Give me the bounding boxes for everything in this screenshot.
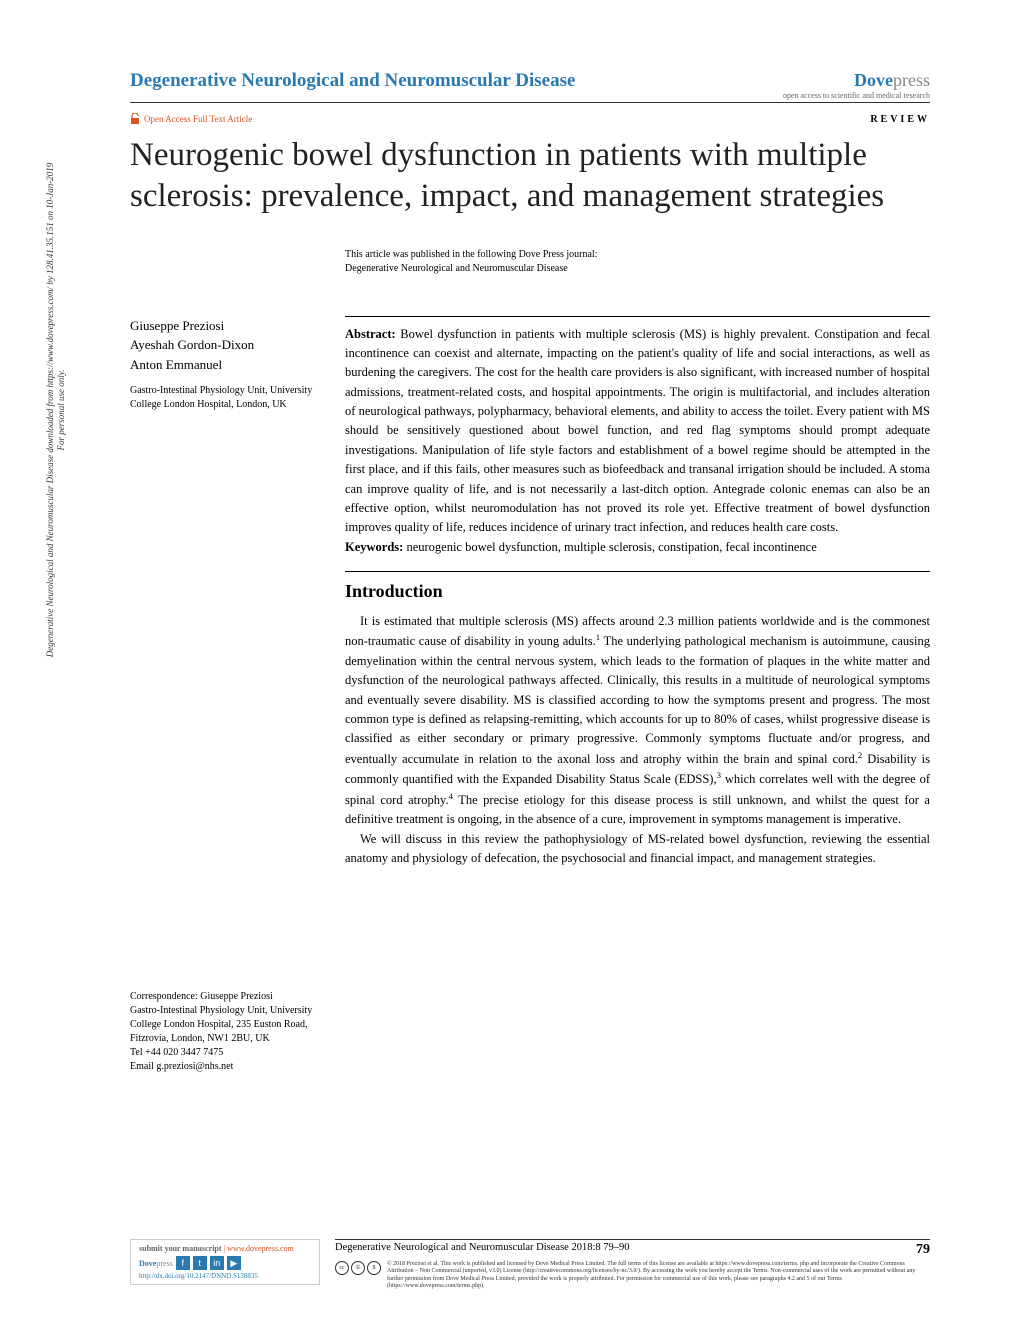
license-row: cc ① $ © 2018 Preziosi et al. This work … — [335, 1261, 930, 1290]
sub-header: Open Access Full Text Article REVIEW — [130, 113, 930, 125]
facebook-icon[interactable]: f — [176, 1256, 190, 1270]
publication-note: This article was published in the follow… — [345, 248, 930, 276]
main-columns: Giuseppe Preziosi Ayeshah Gordon-Dixon A… — [130, 316, 930, 869]
left-column: Giuseppe Preziosi Ayeshah Gordon-Dixon A… — [130, 316, 320, 869]
pub-note-line1: This article was published in the follow… — [345, 248, 930, 262]
cc-badges: cc ① $ — [335, 1261, 381, 1290]
pub-note-line2: Degenerative Neurological and Neuromuscu… — [345, 262, 930, 276]
footer-right: Degenerative Neurological and Neuromuscu… — [335, 1239, 930, 1290]
publisher-tagline: open access to scientific and medical re… — [783, 91, 930, 100]
header-row: Degenerative Neurological and Neuromuscu… — [130, 70, 930, 103]
brand-light: press — [893, 70, 930, 90]
abstract-text: Bowel dysfunction in patients with multi… — [345, 327, 930, 535]
keywords-label: Keywords: — [345, 540, 403, 554]
cc-icon: cc — [335, 1261, 349, 1275]
abstract-rule — [345, 316, 930, 317]
author-2: Ayeshah Gordon-Dixon — [130, 335, 320, 355]
footer: submit your manuscript | www.dovepress.c… — [130, 1239, 930, 1290]
affiliation: Gastro-Intestinal Physiology Unit, Unive… — [130, 384, 320, 412]
footer-brand: Dovepress — [139, 1259, 173, 1268]
author-1: Giuseppe Preziosi — [130, 316, 320, 336]
author-list: Giuseppe Preziosi Ayeshah Gordon-Dixon A… — [130, 316, 320, 375]
doi-link[interactable]: http://dx.doi.org/10.2147/DNND.S138835 — [139, 1272, 311, 1280]
intro-p1b: The underlying pathological mechanism is… — [345, 634, 930, 765]
keywords-text: neurogenic bowel dysfunction, multiple s… — [403, 540, 816, 554]
intro-paragraph-1: It is estimated that multiple sclerosis … — [345, 612, 930, 830]
citation-text: Degenerative Neurological and Neuromuscu… — [335, 1242, 630, 1258]
footer-row: submit your manuscript | www.dovepress.c… — [130, 1239, 930, 1290]
brand-bold: Dove — [854, 70, 893, 90]
article-type-label: REVIEW — [870, 114, 930, 125]
twitter-icon[interactable]: t — [193, 1256, 207, 1270]
intro-heading: Introduction — [345, 571, 930, 606]
correspondence-block: Correspondence: Giuseppe Preziosi Gastro… — [130, 990, 320, 1074]
corr-label: Correspondence: Giuseppe Preziosi — [130, 990, 320, 1004]
open-access-badge: Open Access Full Text Article — [130, 113, 252, 125]
corr-address: Gastro-Intestinal Physiology Unit, Unive… — [130, 1004, 320, 1046]
social-row: Dovepress f t in ▶ — [139, 1256, 311, 1270]
corr-email: Email g.preziosi@nhs.net — [130, 1060, 320, 1074]
publisher-block: Dovepress open access to scientific and … — [783, 70, 930, 100]
abstract-paragraph: Abstract: Bowel dysfunction in patients … — [345, 325, 930, 538]
open-access-label: Open Access Full Text Article — [144, 114, 252, 124]
footer-brand-bold: Dove — [139, 1259, 156, 1268]
footer-brand-light: press — [156, 1259, 172, 1268]
intro-paragraph-2: We will discuss in this review the patho… — [345, 830, 930, 869]
corr-tel: Tel +44 020 3447 7475 — [130, 1046, 320, 1060]
publisher-logo: Dovepress — [783, 70, 930, 91]
journal-name: Degenerative Neurological and Neuromuscu… — [130, 70, 575, 92]
keywords-paragraph: Keywords: neurogenic bowel dysfunction, … — [345, 538, 930, 557]
by-icon: ① — [351, 1261, 365, 1275]
right-column: Abstract: Bowel dysfunction in patients … — [345, 316, 930, 869]
page-container: Degenerative Neurological and Neuromuscu… — [0, 0, 1020, 1320]
abstract-label: Abstract: — [345, 327, 396, 341]
youtube-icon[interactable]: ▶ — [227, 1256, 241, 1270]
submit-box: submit your manuscript | www.dovepress.c… — [130, 1239, 320, 1285]
submit-line: submit your manuscript | www.dovepress.c… — [139, 1244, 311, 1253]
article-title: Neurogenic bowel dysfunction in patients… — [130, 135, 930, 218]
submit-url: | www.dovepress.com — [222, 1244, 294, 1253]
nc-icon: $ — [367, 1261, 381, 1275]
author-3: Anton Emmanuel — [130, 355, 320, 375]
citation-row: Degenerative Neurological and Neuromuscu… — [335, 1239, 930, 1258]
linkedin-icon[interactable]: in — [210, 1256, 224, 1270]
page-number: 79 — [916, 1242, 930, 1258]
open-lock-icon — [130, 113, 140, 125]
license-text: © 2018 Preziosi et al. This work is publ… — [387, 1261, 930, 1290]
submit-label: submit your manuscript — [139, 1244, 222, 1253]
